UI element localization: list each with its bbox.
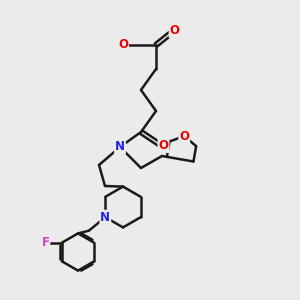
Text: F: F <box>41 236 50 249</box>
Text: O: O <box>118 38 128 52</box>
Text: O: O <box>169 24 180 37</box>
Text: O: O <box>179 130 189 142</box>
Text: N: N <box>100 211 110 224</box>
Text: O: O <box>158 139 169 152</box>
Text: N: N <box>115 140 125 154</box>
